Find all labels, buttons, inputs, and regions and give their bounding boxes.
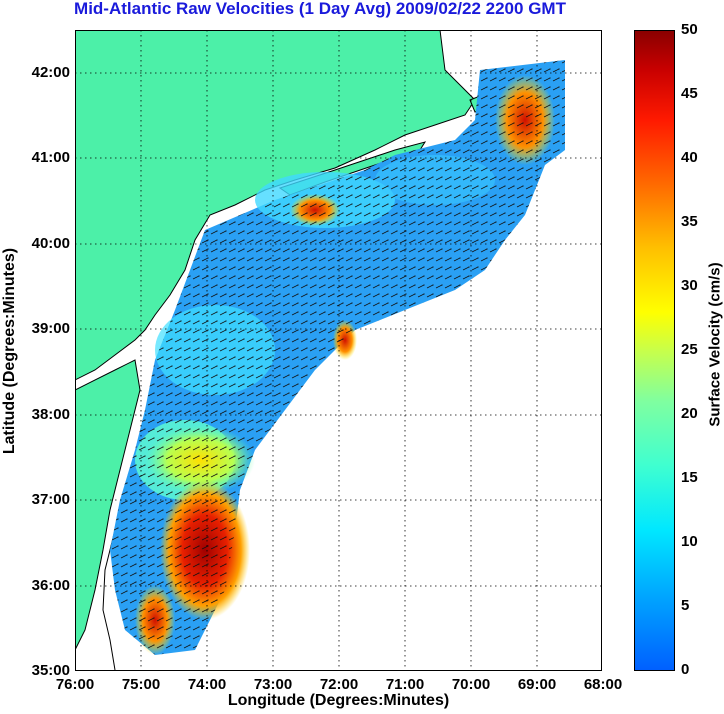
colorbar-tick: 30 bbox=[681, 277, 698, 294]
colorbar-tick: 25 bbox=[681, 341, 698, 358]
velocity-map[interactable] bbox=[75, 30, 602, 671]
colorbar-tick: 50 bbox=[681, 21, 698, 38]
lat-tick: 39:00 bbox=[31, 320, 70, 337]
lon-tick: 76:00 bbox=[55, 676, 95, 693]
land-south bbox=[75, 359, 141, 651]
y-axis-title: Latitude (Degrees:Minutes) bbox=[1, 247, 18, 455]
lat-tick: 36:00 bbox=[31, 577, 70, 594]
colorbar-title: Surface Velocity (cm/s) bbox=[706, 262, 724, 427]
colorbar-tick: 10 bbox=[681, 533, 698, 550]
colorbar-tick: 15 bbox=[681, 469, 698, 486]
map-canvas bbox=[75, 30, 602, 671]
colorbar-tick: 35 bbox=[681, 213, 698, 230]
lon-tick: 71:00 bbox=[385, 676, 425, 693]
lat-tick: 42:00 bbox=[31, 64, 70, 81]
lat-tick: 41:00 bbox=[31, 149, 70, 166]
colorbar bbox=[634, 30, 675, 671]
lat-tick: 35:00 bbox=[31, 662, 70, 679]
lon-tick: 75:00 bbox=[121, 676, 161, 693]
x-axis-title: Longitude (Degrees:Minutes) bbox=[227, 692, 450, 709]
lon-tick: 73:00 bbox=[253, 676, 293, 693]
land-northeast bbox=[75, 30, 476, 381]
colorbar-tick: 45 bbox=[681, 85, 698, 102]
lon-tick: 70:00 bbox=[451, 676, 491, 693]
lat-tick: 38:00 bbox=[31, 406, 70, 423]
colorbar-tick: 40 bbox=[681, 149, 698, 166]
lat-tick: 37:00 bbox=[31, 491, 70, 508]
lon-tick: 68:00 bbox=[583, 676, 623, 693]
lon-tick: 69:00 bbox=[517, 676, 557, 693]
grid-lines bbox=[75, 30, 602, 671]
colorbar-tick: 20 bbox=[681, 405, 698, 422]
lon-tick: 72:00 bbox=[319, 676, 359, 693]
lat-tick: 40:00 bbox=[31, 235, 70, 252]
colorbar-tick: 5 bbox=[681, 597, 690, 614]
lon-tick: 74:00 bbox=[187, 676, 227, 693]
map-title: Mid-Atlantic Raw Velocities (1 Day Avg) … bbox=[74, 0, 566, 18]
colorbar-tick: 0 bbox=[681, 661, 690, 678]
